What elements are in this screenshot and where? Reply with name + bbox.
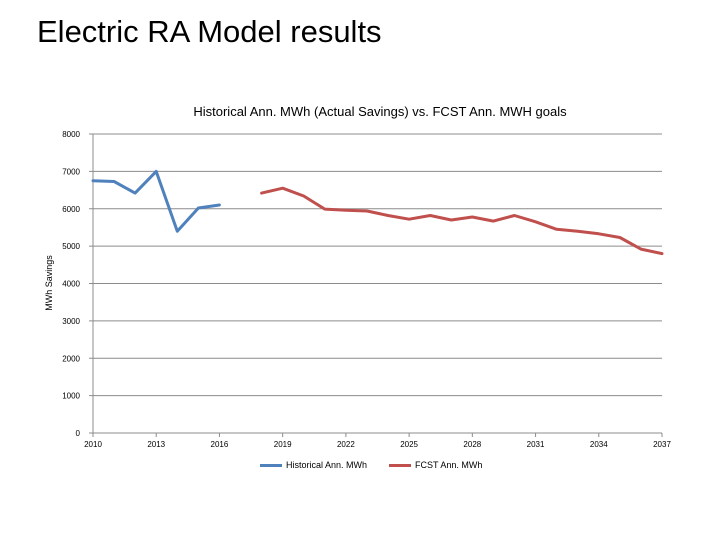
series-line-forecast bbox=[260, 186, 664, 256]
legend-label-forecast: FCST Ann. MWh bbox=[415, 460, 483, 470]
y-tick-label: 8000 bbox=[62, 130, 80, 139]
x-tick-label: 2022 bbox=[337, 440, 355, 449]
y-tick-label: 0 bbox=[76, 429, 81, 438]
y-tick-label: 1000 bbox=[62, 392, 80, 401]
y-tick-label: 4000 bbox=[62, 280, 80, 289]
x-tick-label: 2034 bbox=[590, 440, 608, 449]
x-tick-label: 2031 bbox=[527, 440, 545, 449]
legend-swatch-historical bbox=[260, 463, 282, 467]
legend-item-forecast: FCST Ann. MWh bbox=[389, 460, 482, 470]
gridlines bbox=[93, 133, 662, 397]
chart-title: Historical Ann. MWh (Actual Savings) vs.… bbox=[193, 104, 567, 119]
legend-swatch-forecast bbox=[389, 463, 412, 467]
x-tick-label: 2037 bbox=[653, 440, 671, 449]
legend: Historical Ann. MWh FCST Ann. MWh bbox=[260, 460, 482, 470]
y-tick-label: 2000 bbox=[62, 354, 80, 363]
x-tick-label: 2010 bbox=[84, 440, 102, 449]
y-tick-label: 6000 bbox=[62, 205, 80, 214]
series-line-historical bbox=[91, 169, 221, 233]
x-tick-label: 2013 bbox=[147, 440, 165, 449]
legend-label-historical: Historical Ann. MWh bbox=[286, 460, 368, 470]
x-tick-label: 2025 bbox=[400, 440, 418, 449]
legend-item-historical: Historical Ann. MWh bbox=[260, 460, 367, 470]
axes: 0 1000 2000 3000 4000 5000 6000 7000 8000 2010 201… bbox=[62, 130, 671, 449]
slide-title: Electric RA Model results bbox=[37, 14, 382, 49]
series-lines bbox=[91, 169, 664, 256]
x-tick-label: 2019 bbox=[274, 440, 292, 449]
x-tick-label: 2028 bbox=[463, 440, 481, 449]
y-tick-label: 5000 bbox=[62, 242, 80, 251]
y-tick-label: 3000 bbox=[62, 317, 80, 326]
x-tick-label: 2016 bbox=[211, 440, 229, 449]
y-tick-label: 7000 bbox=[62, 167, 80, 176]
